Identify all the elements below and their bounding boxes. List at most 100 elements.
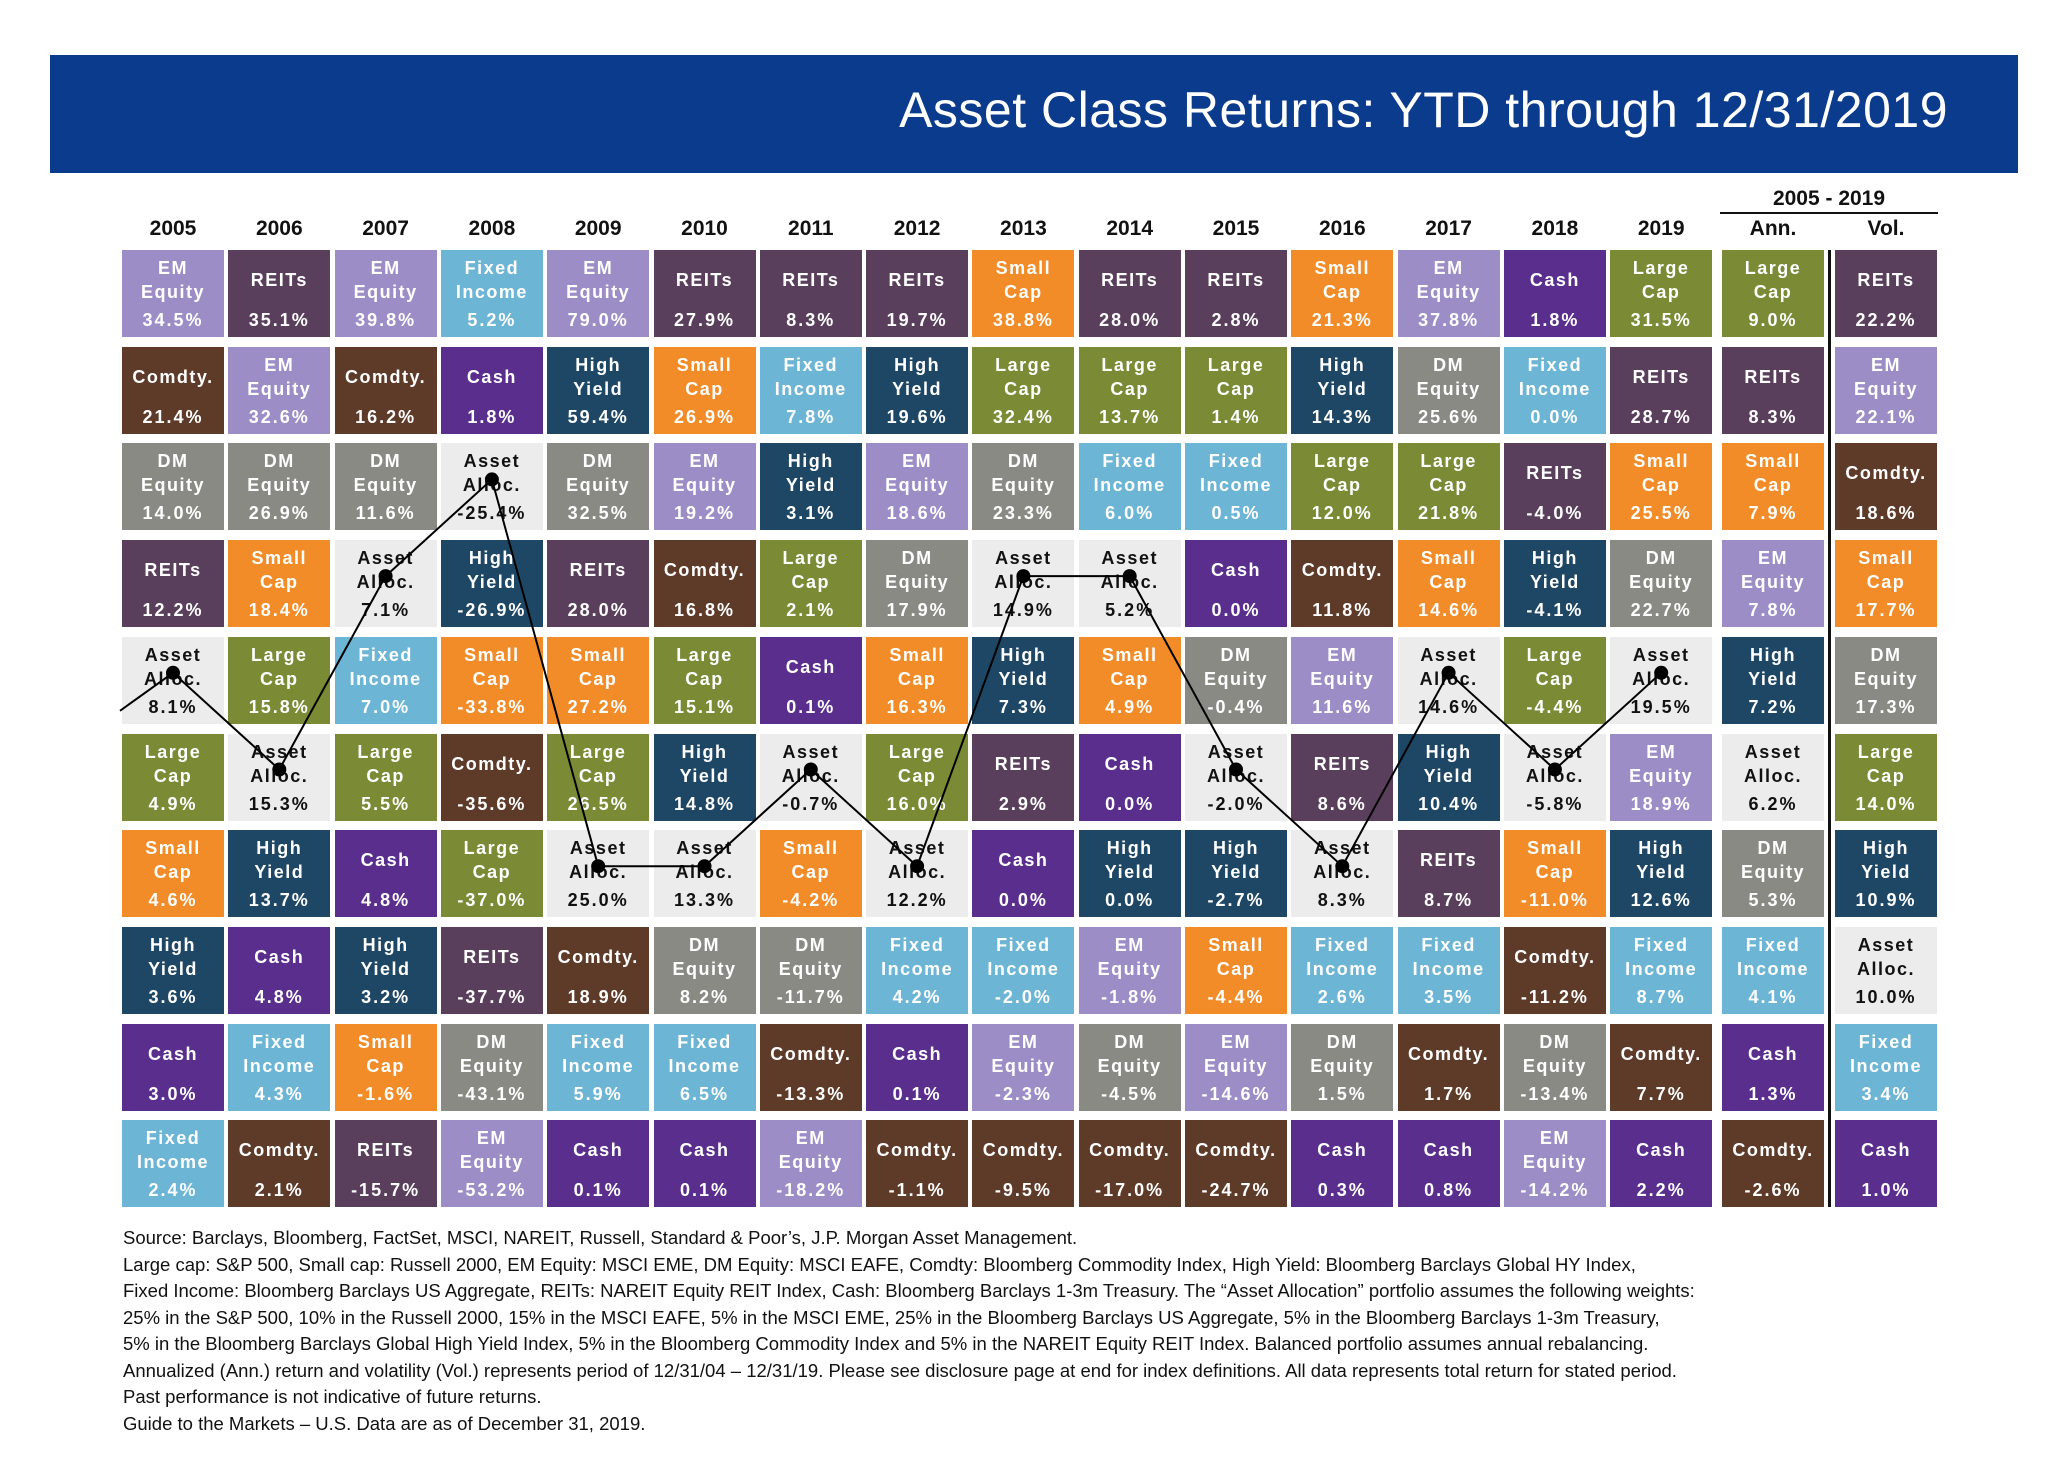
cell-comdty-2010: Comdty. 16.8% bbox=[653, 540, 756, 628]
cell-value: 32.5% bbox=[567, 503, 629, 524]
cell-value: 1.4% bbox=[1211, 406, 1261, 427]
cell-reits-2019: REITs 28.7% bbox=[1610, 346, 1713, 434]
cell-label: Small Cap bbox=[1745, 451, 1801, 496]
cell-asset-alloc-2007: Asset Alloc. 7.1% bbox=[334, 540, 437, 628]
cell-comdty-2005: Comdty. 21.4% bbox=[122, 346, 224, 434]
cell-label: Cash bbox=[466, 366, 517, 387]
cell-value: 3.4% bbox=[1861, 1083, 1911, 1104]
cell-label: High Yield bbox=[1636, 838, 1687, 883]
cell-label: Large Cap bbox=[1632, 258, 1690, 302]
cell-label: Comdty. bbox=[1301, 560, 1383, 581]
cell-value: 2.1% bbox=[254, 1180, 304, 1201]
cell-label: Small Cap bbox=[1633, 451, 1689, 496]
cell-value: -5.8% bbox=[1526, 793, 1584, 814]
cell-value: 2.6% bbox=[1317, 986, 1367, 1007]
cell-label: High Yield bbox=[1861, 838, 1911, 883]
cell-label: Fixed Income bbox=[562, 1031, 635, 1076]
year-header-2016: 2016 bbox=[1318, 217, 1366, 240]
cell-asset-alloc-2019: Asset Alloc. 19.5% bbox=[1610, 636, 1713, 724]
cell-reits-2017: REITs 8.7% bbox=[1397, 830, 1500, 918]
cell-value: 10.4% bbox=[1418, 793, 1480, 814]
cell-label: DM Equity bbox=[566, 451, 631, 496]
cell-em-equity-ann: EM Equity 7.8% bbox=[1722, 540, 1824, 628]
cell-label: REITs bbox=[463, 946, 521, 967]
cell-value: -1.6% bbox=[357, 1083, 415, 1104]
cell-value: 6.0% bbox=[1105, 503, 1155, 524]
cell-fixed-income-2009: Fixed Income 5.9% bbox=[547, 1023, 650, 1111]
cell-label: Cash bbox=[1317, 1140, 1368, 1161]
cell-label: Asset Alloc. bbox=[888, 838, 947, 883]
cell-dm-equity-2016: DM Equity 1.5% bbox=[1291, 1023, 1394, 1111]
cell-high-yield-2008: High Yield -26.9% bbox=[440, 540, 543, 628]
cell-fixed-income-2017: Fixed Income 3.5% bbox=[1397, 926, 1500, 1014]
cell-label: Fixed Income bbox=[987, 934, 1060, 979]
cell-label: Small Cap bbox=[995, 258, 1052, 302]
cell-label: Fixed Income bbox=[1093, 451, 1166, 496]
cell-value: -9.5% bbox=[994, 1180, 1052, 1201]
cell-value: 0.0% bbox=[1105, 890, 1155, 911]
footnote-line: Large cap: S&P 500, Small cap: Russell 2… bbox=[123, 1253, 1636, 1275]
cell-high-yield-2015: High Yield -2.7% bbox=[1185, 830, 1287, 918]
cell-value: 79.0% bbox=[567, 310, 629, 330]
year-header-2013: 2013 bbox=[1000, 217, 1047, 240]
cell-cash-2015: Cash 0.0% bbox=[1185, 540, 1287, 628]
cell-label: High Yield bbox=[254, 838, 305, 883]
cell-cash-2009: Cash 0.1% bbox=[547, 1120, 650, 1208]
cell-label: Comdty. bbox=[132, 366, 214, 387]
cell-label: REITs bbox=[1207, 270, 1265, 290]
cell-label: EM Equity bbox=[140, 258, 205, 302]
cell-value: 8.3% bbox=[1317, 890, 1367, 911]
cell-em-equity-vol: EM Equity 22.1% bbox=[1835, 346, 1937, 434]
cell-value: 26.9% bbox=[248, 503, 310, 524]
cell-label: EM Equity bbox=[991, 1031, 1056, 1076]
cell-fixed-income-2014: Fixed Income 6.0% bbox=[1078, 443, 1181, 531]
cell-em-equity-2010: EM Equity 19.2% bbox=[653, 443, 756, 531]
cell-small-cap-2016: Small Cap 21.3% bbox=[1291, 250, 1394, 337]
cell-value: 21.8% bbox=[1418, 503, 1480, 524]
cell-label: Cash bbox=[998, 850, 1049, 871]
cell-label: Fixed Income bbox=[136, 1128, 210, 1173]
cell-em-equity-2016: EM Equity 11.6% bbox=[1291, 636, 1394, 724]
cell-label: REITs bbox=[1632, 366, 1690, 387]
year-header-2014: 2014 bbox=[1106, 217, 1154, 240]
cell-fixed-income-vol: Fixed Income 3.4% bbox=[1835, 1023, 1937, 1111]
cell-label: DM Equity bbox=[1310, 1031, 1375, 1076]
cell-label: REITs bbox=[1101, 270, 1159, 290]
cell-reits-ann: REITs 8.3% bbox=[1722, 346, 1824, 434]
cell-value: 2.9% bbox=[998, 793, 1048, 814]
cell-label: Small Cap bbox=[1527, 838, 1583, 883]
cell-label: Small Cap bbox=[464, 644, 520, 689]
footnote-line: Fixed Income: Bloomberg Barclays US Aggr… bbox=[123, 1280, 1695, 1301]
footnote-line: Annualized (Ann.) return and volatility … bbox=[123, 1359, 1677, 1381]
cell-fixed-income-2016: Fixed Income 2.6% bbox=[1291, 926, 1394, 1014]
cell-value: -4.4% bbox=[1526, 696, 1584, 717]
cell-dm-equity-2015: DM Equity -0.4% bbox=[1185, 636, 1287, 724]
year-header-2008: 2008 bbox=[468, 217, 516, 240]
cell-value: 8.1% bbox=[148, 696, 198, 717]
cell-comdty-2011: Comdty. -13.3% bbox=[759, 1023, 862, 1111]
cell-value: 3.6% bbox=[148, 986, 198, 1007]
cell-label: Large Cap bbox=[1101, 354, 1158, 399]
cell-label: Asset Alloc. bbox=[1743, 741, 1802, 786]
cell-value: 32.6% bbox=[248, 406, 310, 427]
cell-label: Fixed Income bbox=[774, 354, 847, 399]
cell-fixed-income-2011: Fixed Income 7.8% bbox=[759, 346, 862, 434]
cell-reits-2011: REITs 8.3% bbox=[759, 250, 862, 337]
cell-high-yield-ann: High Yield 7.2% bbox=[1722, 636, 1824, 724]
cell-value: 0.1% bbox=[892, 1083, 942, 1104]
cell-label: Small Cap bbox=[1858, 548, 1914, 593]
cell-label: Asset Alloc. bbox=[356, 548, 415, 593]
cell-label: DM Equity bbox=[991, 451, 1056, 496]
cell-value: 16.8% bbox=[673, 600, 736, 621]
cell-label: High Yield bbox=[466, 548, 517, 593]
cell-em-equity-2006: EM Equity 32.6% bbox=[228, 346, 331, 434]
cell-label: Large Cap bbox=[888, 741, 946, 786]
cell-em-equity-2012: EM Equity 18.6% bbox=[866, 443, 969, 531]
cell-comdty-2012: Comdty. -1.1% bbox=[866, 1120, 969, 1208]
cell-label: Asset Alloc. bbox=[1525, 741, 1584, 786]
cell-label: DM Equity bbox=[1853, 644, 1918, 689]
cell-reits-2005: REITs 12.2% bbox=[122, 540, 224, 628]
cell-value: -13.3% bbox=[776, 1083, 846, 1104]
cell-value: -15.7% bbox=[351, 1180, 421, 1201]
cell-small-cap-2006: Small Cap 18.4% bbox=[228, 540, 331, 628]
